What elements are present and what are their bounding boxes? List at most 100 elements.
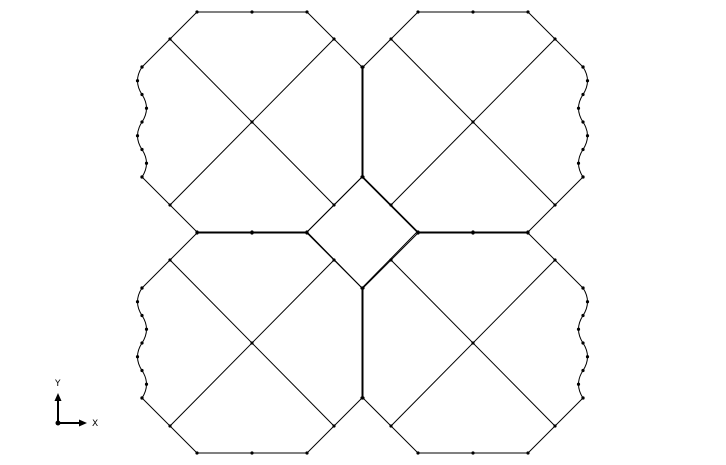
- mesh-node: [140, 313, 144, 318]
- boundary-edge: [390, 232, 419, 261]
- boundary-edge: [554, 397, 584, 427]
- mesh-node: [195, 451, 199, 455]
- mesh-node: [581, 313, 585, 318]
- mesh-node: [250, 231, 254, 235]
- mesh-node: [168, 424, 172, 428]
- boundary-edge: [141, 397, 171, 427]
- mesh-node: [526, 451, 530, 455]
- triad-x-label: X: [92, 419, 98, 429]
- mesh-node: [471, 10, 475, 14]
- mesh-node: [361, 396, 365, 400]
- mesh-node: [389, 37, 393, 41]
- mesh-node: [140, 147, 144, 152]
- mesh-node: [585, 355, 590, 359]
- mesh-node: [581, 120, 585, 124]
- mesh-node: [140, 341, 144, 345]
- mesh-node: [140, 175, 144, 179]
- mesh-node: [168, 203, 172, 207]
- cell-bottom-right: [361, 231, 590, 455]
- boundary-edge: [141, 259, 171, 289]
- mesh-node: [581, 286, 585, 290]
- mesh-node: [389, 424, 393, 428]
- mesh-node: [361, 65, 365, 69]
- mesh-node: [581, 92, 585, 97]
- boundary-edge: [333, 397, 363, 427]
- mesh-node: [576, 382, 581, 386]
- mesh-node: [250, 341, 254, 345]
- mesh-node: [144, 161, 149, 165]
- mesh-node: [140, 92, 144, 97]
- mesh-node: [168, 37, 172, 41]
- boundary-edge: [390, 425, 419, 454]
- boundary-edge: [527, 204, 556, 233]
- mesh-node: [144, 382, 149, 386]
- mesh-node: [581, 341, 585, 345]
- boundary-edge: [306, 11, 335, 40]
- cell-top-right: [361, 10, 590, 234]
- mesh-geometry: [135, 10, 590, 455]
- triad-x-arrow-icon: [79, 419, 87, 427]
- mesh-node: [332, 37, 336, 41]
- boundary-edge: [554, 259, 584, 289]
- triad-y-label: Y: [54, 379, 61, 389]
- mesh-node: [195, 10, 199, 14]
- cell-bottom-left: [135, 231, 364, 455]
- boundary-edge: [362, 38, 392, 68]
- mesh-node: [526, 231, 530, 235]
- boundary-edge: [554, 38, 584, 68]
- mesh-node: [168, 258, 172, 262]
- mesh-node: [332, 424, 336, 428]
- mesh-node: [585, 300, 590, 304]
- boundary-edge: [390, 11, 419, 40]
- mesh-node: [140, 286, 144, 290]
- mesh-node: [305, 451, 309, 455]
- mesh-node: [416, 10, 420, 14]
- mesh-node: [135, 134, 140, 138]
- boundary-edge: [169, 204, 198, 233]
- mesh-node: [195, 231, 199, 235]
- boundary-edge: [169, 232, 198, 261]
- mesh-node: [140, 120, 144, 124]
- mesh-node: [140, 368, 144, 373]
- boundary-edge: [169, 425, 198, 454]
- mesh-node: [250, 120, 254, 124]
- mesh-node: [585, 79, 590, 83]
- boundary-edge: [333, 38, 363, 68]
- mesh-node: [526, 10, 530, 14]
- boundary-edge: [527, 11, 556, 40]
- mesh-node: [576, 161, 581, 165]
- boundary-edge: [527, 232, 556, 261]
- mesh-node: [581, 65, 585, 69]
- mesh-node: [416, 451, 420, 455]
- mesh-node: [250, 10, 254, 14]
- mesh-node: [471, 231, 475, 235]
- mesh-node: [553, 258, 557, 262]
- mesh-node: [305, 10, 309, 14]
- mesh-node: [553, 424, 557, 428]
- boundary-edge: [169, 11, 198, 40]
- boundary-edge: [362, 397, 392, 427]
- mesh-node: [144, 327, 149, 331]
- mesh-node: [135, 79, 140, 83]
- boundary-edge: [362, 176, 392, 206]
- mesh-node: [585, 134, 590, 138]
- cell-top-left: [135, 10, 364, 234]
- mesh-node: [140, 396, 144, 400]
- mesh-node: [471, 451, 475, 455]
- triad-origin-icon: [55, 420, 61, 426]
- boundary-edge: [141, 38, 171, 68]
- coordinate-triad: Y X: [54, 379, 98, 429]
- triad-y-arrow-icon: [54, 393, 62, 401]
- boundary-edge: [527, 425, 556, 454]
- mesh-node: [144, 106, 149, 110]
- mesh-node: [135, 300, 140, 304]
- mesh-node: [581, 368, 585, 373]
- mesh-node: [581, 175, 585, 179]
- mesh-node: [471, 341, 475, 345]
- mesh-node: [581, 396, 585, 400]
- mesh-node: [250, 451, 254, 455]
- boundary-edge: [306, 425, 335, 454]
- mesh-node: [576, 106, 581, 110]
- mesh-node: [576, 327, 581, 331]
